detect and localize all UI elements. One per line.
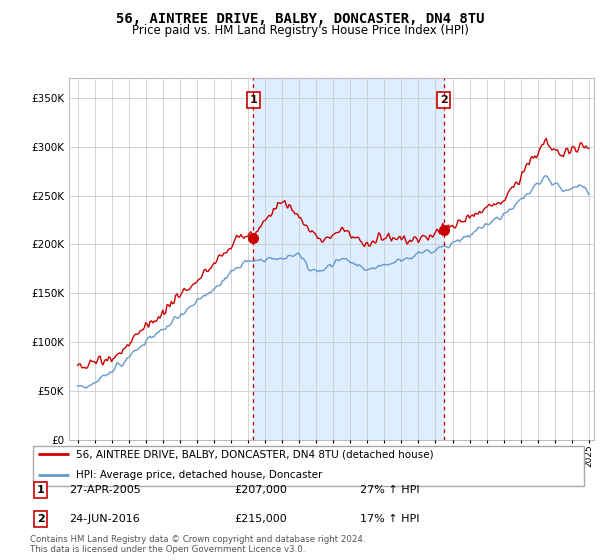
Text: 24-JUN-2016: 24-JUN-2016	[69, 514, 140, 524]
Bar	[253, 78, 443, 440]
Text: HPI: Average price, detached house, Doncaster: HPI: Average price, detached house, Donc…	[76, 470, 322, 480]
FancyBboxPatch shape	[33, 446, 584, 486]
Text: Contains HM Land Registry data © Crown copyright and database right 2024.
This d: Contains HM Land Registry data © Crown c…	[30, 535, 365, 554]
Text: 56, AINTREE DRIVE, BALBY, DONCASTER, DN4 8TU: 56, AINTREE DRIVE, BALBY, DONCASTER, DN4…	[116, 12, 484, 26]
Text: 1: 1	[37, 485, 44, 495]
Text: 27-APR-2005: 27-APR-2005	[69, 485, 141, 495]
Text: 56, AINTREE DRIVE, BALBY, DONCASTER, DN4 8TU (detached house): 56, AINTREE DRIVE, BALBY, DONCASTER, DN4…	[76, 450, 433, 459]
Text: 2: 2	[440, 95, 448, 105]
Text: 1: 1	[250, 95, 257, 105]
Text: 17% ↑ HPI: 17% ↑ HPI	[360, 514, 419, 524]
Text: £215,000: £215,000	[234, 514, 287, 524]
Text: 2: 2	[37, 514, 44, 524]
Text: £207,000: £207,000	[234, 485, 287, 495]
Text: Price paid vs. HM Land Registry's House Price Index (HPI): Price paid vs. HM Land Registry's House …	[131, 24, 469, 36]
Text: 27% ↑ HPI: 27% ↑ HPI	[360, 485, 419, 495]
